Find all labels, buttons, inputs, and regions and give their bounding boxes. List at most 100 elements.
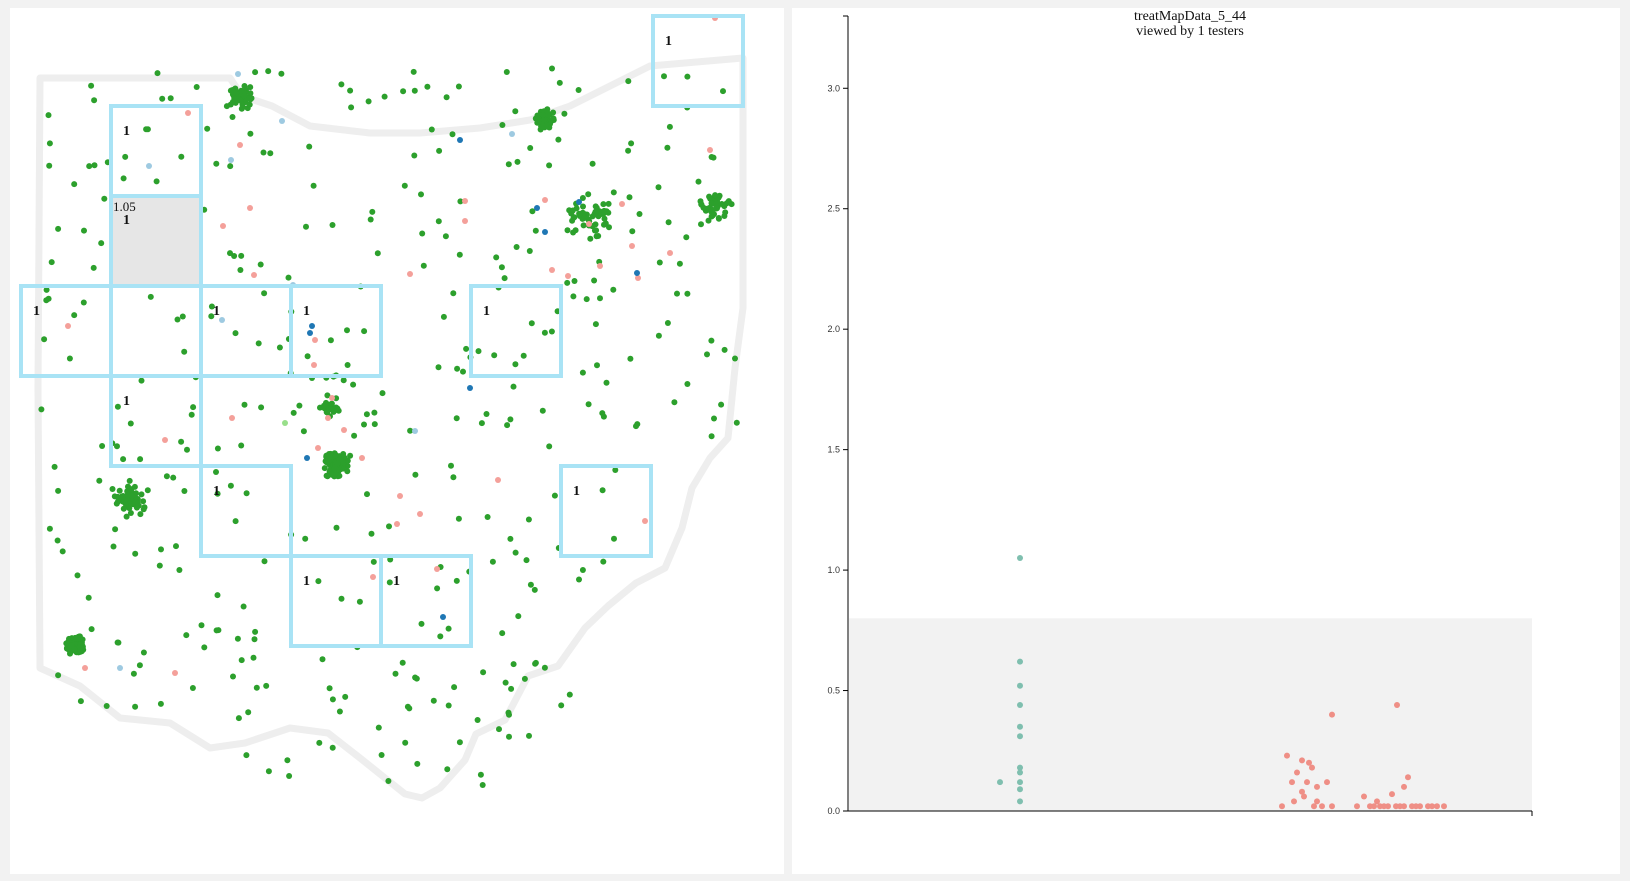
point-group-b	[1284, 752, 1290, 759]
site-point	[237, 142, 243, 148]
grid-cell[interactable]: 1	[199, 464, 293, 558]
point-group-a	[1017, 733, 1023, 740]
site-point	[126, 477, 133, 484]
site-point	[636, 211, 643, 217]
site-point	[684, 290, 691, 297]
site-point	[534, 205, 540, 211]
site-point	[59, 548, 66, 555]
site-point	[363, 411, 370, 418]
site-point	[602, 220, 609, 227]
map-panel: 1 1 1 1 1 1 1 1 1 1 1 1 1.05	[10, 8, 784, 874]
site-point	[499, 630, 506, 637]
site-point	[48, 259, 55, 266]
site-point	[455, 515, 462, 522]
site-point	[173, 543, 179, 550]
point-group-b	[1361, 793, 1367, 800]
site-point	[722, 209, 729, 216]
site-point	[326, 685, 333, 692]
site-point	[132, 703, 139, 710]
site-point	[136, 662, 143, 669]
grid-cell[interactable]: 1	[289, 284, 383, 378]
site-point	[549, 65, 555, 72]
site-point	[310, 182, 317, 189]
site-point	[91, 97, 98, 104]
point-group-b	[1389, 791, 1395, 798]
grid-cell[interactable]: 1	[379, 554, 473, 648]
site-point	[541, 664, 548, 671]
site-point	[499, 122, 506, 128]
site-point	[250, 654, 257, 661]
site-point	[238, 252, 245, 259]
site-point	[510, 661, 517, 668]
grid-cell[interactable]: 1	[199, 284, 293, 378]
grid-cell[interactable]: 1	[19, 284, 113, 378]
state-map[interactable]: 1 1 1 1 1 1 1 1 1 1 1 1 1.05	[10, 8, 784, 874]
site-point	[585, 401, 592, 408]
site-point	[146, 163, 152, 169]
site-point	[509, 131, 515, 137]
site-point	[246, 101, 253, 108]
grid-cell[interactable]: 1	[559, 464, 653, 558]
site-point	[185, 110, 191, 116]
point-group-b	[1291, 798, 1297, 805]
site-point	[381, 93, 388, 100]
site-point	[332, 464, 339, 471]
site-point	[183, 632, 190, 639]
site-point	[411, 87, 418, 94]
site-point	[413, 675, 420, 682]
site-point	[531, 586, 538, 593]
site-point	[455, 83, 462, 90]
site-point	[258, 404, 265, 411]
site-point	[600, 558, 607, 565]
site-point	[228, 157, 234, 163]
site-point	[309, 323, 315, 329]
site-point	[193, 84, 200, 90]
site-point	[230, 673, 236, 680]
grid-cell[interactable]: 1	[469, 284, 563, 378]
site-point	[410, 68, 417, 75]
site-point	[88, 626, 95, 633]
site-point	[98, 240, 105, 247]
site-point	[329, 744, 336, 751]
site-point	[664, 320, 671, 326]
grid-cell-border	[559, 464, 653, 558]
point-group-b	[1314, 783, 1320, 790]
grid-cell[interactable]: 1	[651, 14, 745, 108]
site-point	[708, 154, 715, 160]
point-group-a	[1017, 723, 1023, 730]
grid-cell[interactable]: 1	[289, 554, 383, 648]
site-point	[77, 644, 83, 650]
y-axis: 0.0 0.5 1.0 1.5 2.0 2.5 3.0	[827, 15, 849, 816]
site-point	[474, 717, 481, 723]
point-group-a	[1017, 779, 1023, 786]
site-point	[440, 313, 447, 320]
site-point	[564, 227, 571, 234]
site-point	[290, 409, 297, 416]
site-point	[46, 140, 53, 147]
site-point	[133, 499, 139, 506]
site-point	[340, 451, 347, 457]
point-group-b	[1299, 757, 1305, 764]
site-point	[344, 327, 350, 334]
point-group-b	[1311, 803, 1317, 810]
site-point	[304, 455, 310, 461]
site-point	[709, 212, 716, 219]
site-point	[709, 206, 716, 213]
grid-cell-label: 1	[123, 213, 130, 228]
site-point	[181, 488, 188, 494]
site-point	[566, 691, 573, 698]
point-group-a	[1017, 702, 1023, 708]
site-point	[532, 227, 539, 234]
site-point	[127, 420, 134, 427]
site-point	[55, 487, 62, 494]
point-group-b	[1301, 793, 1307, 800]
grid-cell[interactable]: 1	[109, 374, 203, 468]
site-point	[348, 104, 355, 111]
grid-cell[interactable]	[109, 284, 203, 378]
point-group-a	[1017, 682, 1023, 689]
site-point	[666, 123, 673, 130]
site-point	[285, 274, 292, 281]
site-point	[540, 111, 546, 118]
site-point	[712, 192, 719, 199]
site-point	[551, 492, 558, 499]
